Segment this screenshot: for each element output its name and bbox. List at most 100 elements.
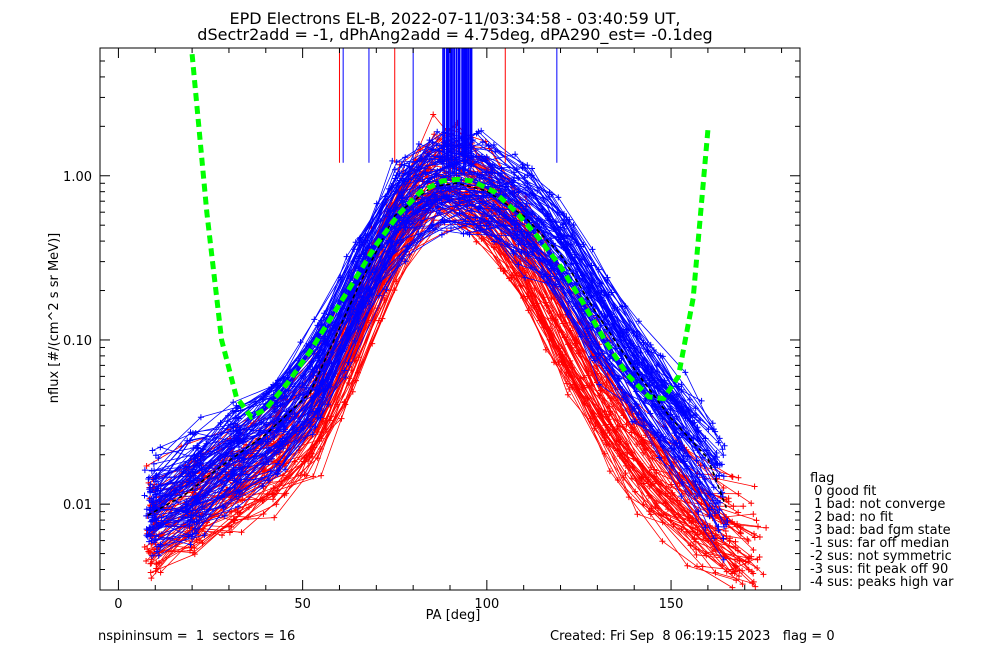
blue-series-point xyxy=(316,349,323,356)
blue-series-point xyxy=(230,408,236,414)
blue-series-point xyxy=(341,367,348,374)
blue-series-point xyxy=(152,491,159,498)
red-series-point xyxy=(760,571,767,578)
blue-series-point xyxy=(402,258,409,265)
red-series-point xyxy=(191,551,198,558)
red-series-point xyxy=(603,413,609,420)
red-series-point xyxy=(694,527,701,533)
blue-series-point xyxy=(235,503,241,510)
blue-series-point xyxy=(233,427,240,434)
blue-series-point xyxy=(358,308,365,315)
blue-series-point xyxy=(195,445,202,452)
blue-series-point xyxy=(218,469,225,476)
blue-series-point xyxy=(715,523,722,530)
red-series-point xyxy=(606,468,613,475)
blue-series-point xyxy=(633,368,640,375)
blue-series-point xyxy=(196,513,203,520)
red-series-point xyxy=(273,501,280,508)
red-series-point xyxy=(566,386,573,392)
blue-series-point xyxy=(570,222,577,228)
red-series-point xyxy=(668,481,675,488)
red-series-point xyxy=(754,556,761,563)
red-series-point xyxy=(310,473,317,480)
red-series-point xyxy=(638,475,645,482)
blue-series-point xyxy=(145,513,152,519)
blue-series-point xyxy=(235,487,242,494)
blue-series-point xyxy=(629,418,636,425)
x-tick-label: 150 xyxy=(659,597,684,612)
blue-series-point xyxy=(682,369,689,376)
blue-series-point xyxy=(419,176,426,183)
blue-series-point xyxy=(712,454,719,460)
chart-title-line2: dSectr2add = -1, dPhAng2add = 4.75deg, d… xyxy=(197,25,712,45)
blue-series-point xyxy=(271,419,278,425)
blue-series-point xyxy=(434,128,441,135)
red-series-point xyxy=(693,551,700,558)
y-axis-label: nflux [#/(cm^2 s sr MeV)] xyxy=(47,233,62,403)
blue-series-point xyxy=(342,374,349,381)
blue-series-point xyxy=(488,208,495,215)
blue-series-point xyxy=(321,314,328,321)
fit-curve xyxy=(189,53,711,421)
red-series-point xyxy=(720,485,727,491)
blue-series-point xyxy=(386,185,392,192)
red-series-point xyxy=(613,437,620,444)
blue-series-point xyxy=(513,217,520,224)
blue-series-point xyxy=(448,193,455,200)
blue-series-point xyxy=(141,467,148,474)
blue-series-point xyxy=(282,466,289,473)
red-series-point xyxy=(346,375,353,382)
red-series-trace xyxy=(160,223,753,584)
red-series-point xyxy=(739,581,746,588)
red-series-point xyxy=(670,521,677,528)
y-tick-label: 0.10 xyxy=(63,334,92,349)
red-series-point xyxy=(260,511,267,517)
red-series-point xyxy=(754,565,761,571)
blue-series-point xyxy=(685,406,692,413)
blue-series-point xyxy=(478,226,484,233)
red-series-point xyxy=(231,516,238,523)
blue-series-point xyxy=(184,437,191,444)
blue-series-point xyxy=(559,221,566,228)
blue-series-point xyxy=(632,418,638,424)
red-series-point xyxy=(148,556,155,563)
blue-series-point xyxy=(513,232,520,239)
blue-series-point xyxy=(555,194,562,201)
red-series-point xyxy=(306,454,313,461)
blue-series-point xyxy=(438,188,445,195)
blue-series-trace xyxy=(160,156,695,492)
blue-series-point xyxy=(604,277,611,284)
red-series-point xyxy=(750,578,757,585)
red-series-point xyxy=(685,513,692,520)
legend-item: -1 sus: far off median xyxy=(810,536,949,551)
blue-series-point xyxy=(589,346,596,353)
blue-series-point xyxy=(438,231,445,238)
blue-series-point xyxy=(157,543,164,550)
red-series-point xyxy=(143,558,150,564)
red-series-point xyxy=(318,472,325,479)
blue-series-trace xyxy=(151,165,696,502)
blue-series-point xyxy=(713,473,720,480)
blue-series-point xyxy=(702,524,709,531)
blue-series-point xyxy=(660,433,667,440)
blue-series-point xyxy=(679,431,686,438)
blue-series-point xyxy=(187,517,194,524)
blue-series-point xyxy=(271,408,278,415)
blue-series-point xyxy=(673,413,680,420)
blue-series-point xyxy=(191,431,198,438)
blue-series-point xyxy=(691,419,698,426)
red-series-point xyxy=(726,538,733,545)
blue-series-point xyxy=(275,449,282,456)
blue-series-point xyxy=(415,207,422,214)
blue-series-point xyxy=(396,170,403,177)
blue-series-point xyxy=(491,238,498,245)
blue-series-point xyxy=(404,243,411,250)
blue-series-point xyxy=(648,369,655,376)
red-series-point xyxy=(736,573,742,580)
blue-series-point xyxy=(694,493,701,499)
blue-series-point xyxy=(194,457,201,464)
blue-series-point xyxy=(313,408,320,415)
blue-series-point xyxy=(619,330,626,337)
blue-series-point xyxy=(236,489,243,495)
blue-series-point xyxy=(716,462,723,469)
